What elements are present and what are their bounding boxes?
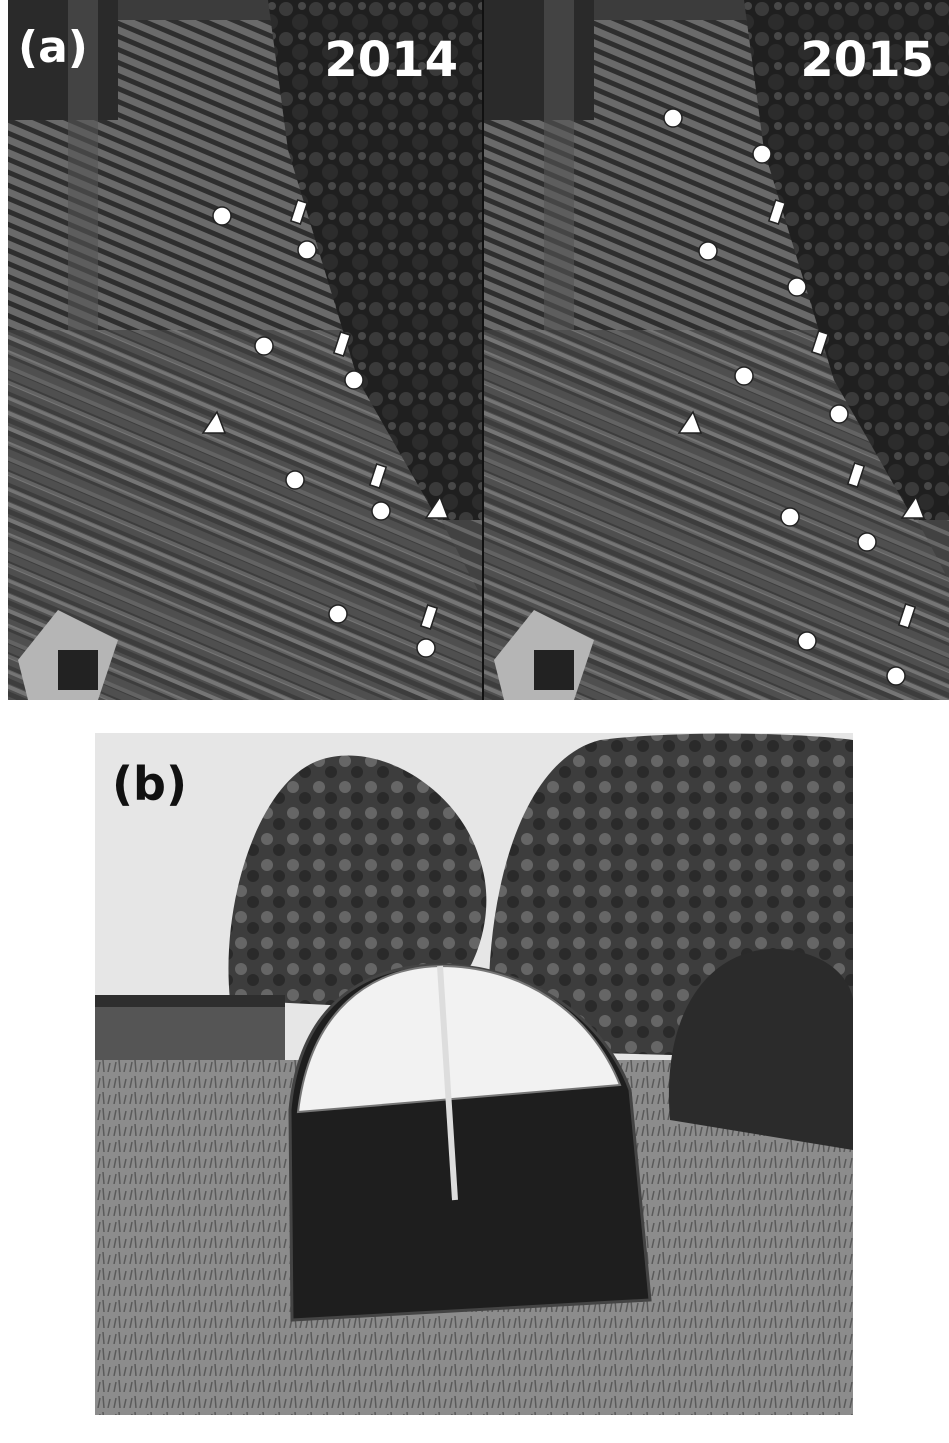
circle-marker [255,337,273,355]
circle-marker [735,367,753,385]
circle-marker [781,508,799,526]
figure: (a) 2014 2015 (b) [0,0,949,1443]
circle-marker [699,242,717,260]
circle-marker [664,109,682,127]
circle-marker [858,533,876,551]
circle-marker [213,207,231,225]
page: (a) 2014 2015 (b) (() => { const data = … [0,0,949,1443]
circle-marker [798,632,816,650]
aerial-image-2014 [8,0,483,700]
circle-marker [298,241,316,259]
circle-marker [788,278,806,296]
panel-label: (a) [18,22,88,73]
panel-a: (a) 2014 2015 [8,0,949,700]
circle-marker [417,639,435,657]
panel-b: (b) [95,733,853,1415]
circle-marker [372,502,390,520]
circle-marker [753,145,771,163]
roof [95,995,285,1007]
aerial-image-2015 [484,0,949,700]
year-label: 2015 [800,32,934,88]
year-label: 2014 [324,32,458,88]
circle-marker [345,371,363,389]
circle-marker [887,667,905,685]
circle-marker [329,605,347,623]
circle-marker [830,405,848,423]
circle-marker [286,471,304,489]
panel-label: (b) [112,757,187,811]
